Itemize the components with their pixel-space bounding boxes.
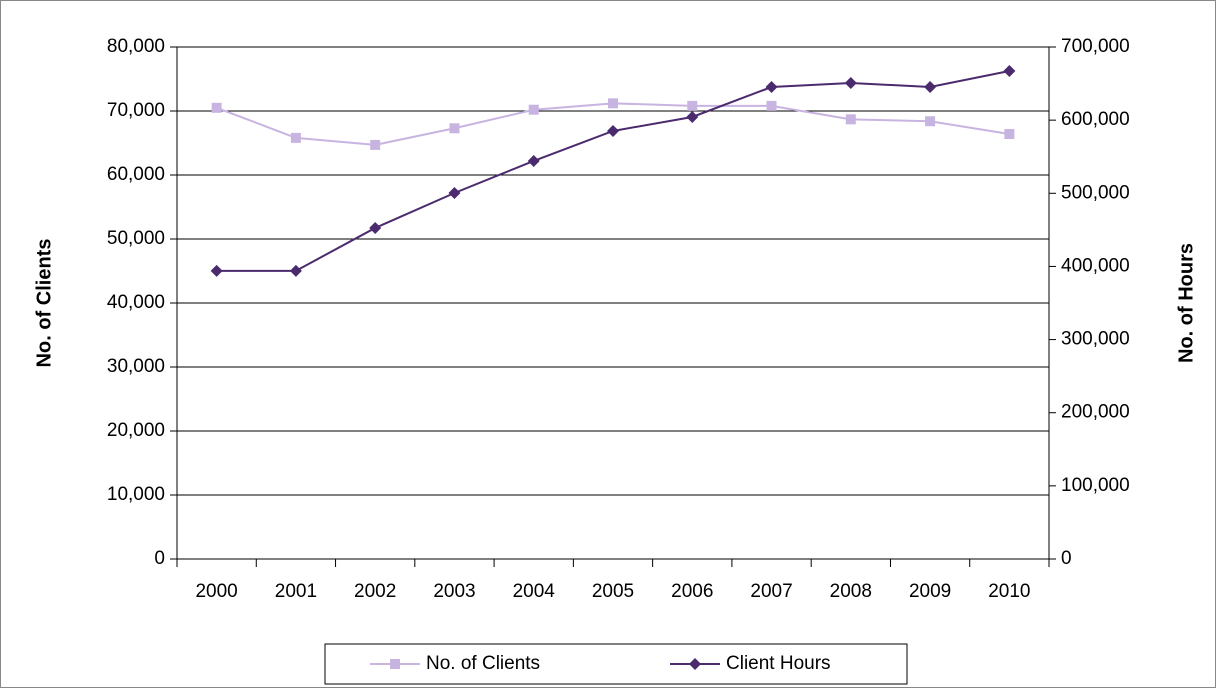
y-tick-label: 0 xyxy=(154,548,165,569)
marker xyxy=(1003,64,1016,77)
marker xyxy=(210,264,223,277)
y-tick-label: 60,000 xyxy=(107,164,165,185)
y-tick-label: 50,000 xyxy=(107,228,165,249)
marker xyxy=(924,81,937,94)
legend-box xyxy=(324,643,908,685)
x-tick-label: 2000 xyxy=(195,581,237,602)
y2-tick-label: 400,000 xyxy=(1061,255,1130,276)
marker xyxy=(687,100,698,111)
legend-label: No. of Clients xyxy=(426,653,540,674)
marker xyxy=(925,116,936,127)
marker xyxy=(765,81,778,94)
marker xyxy=(527,154,540,167)
marker xyxy=(528,104,539,115)
marker xyxy=(370,139,381,150)
marker xyxy=(449,123,460,134)
x-tick-label: 2009 xyxy=(909,581,951,602)
x-tick-label: 2004 xyxy=(513,581,556,602)
marker xyxy=(369,221,382,234)
y2-tick-label: 700,000 xyxy=(1061,36,1130,57)
y-tick-label: 10,000 xyxy=(107,484,165,505)
x-tick-label: 2002 xyxy=(354,581,396,602)
y2-axis-title: No. of Hours xyxy=(1175,243,1197,363)
marker xyxy=(844,76,857,89)
legend-label: Client Hours xyxy=(726,653,831,674)
y2-tick-label: 200,000 xyxy=(1061,402,1130,423)
x-tick-label: 2007 xyxy=(750,581,792,602)
y2-tick-label: 600,000 xyxy=(1061,109,1130,130)
y-tick-label: 80,000 xyxy=(107,36,165,57)
y2-tick-label: 300,000 xyxy=(1061,329,1130,350)
legend-marker xyxy=(390,659,400,669)
y-axis-title: No. of Clients xyxy=(33,239,55,368)
marker xyxy=(845,114,856,125)
y2-tick-label: 100,000 xyxy=(1061,475,1130,496)
marker xyxy=(211,102,222,113)
marker xyxy=(607,124,619,137)
y-tick-label: 70,000 xyxy=(107,100,165,121)
y-tick-label: 40,000 xyxy=(107,292,165,313)
x-tick-label: 2008 xyxy=(830,581,872,602)
x-tick-label: 2006 xyxy=(671,581,713,602)
marker xyxy=(448,186,461,199)
x-tick-label: 2003 xyxy=(433,581,475,602)
legend-marker xyxy=(689,658,701,670)
x-tick-label: 2005 xyxy=(592,581,634,602)
marker xyxy=(289,264,302,277)
marker xyxy=(766,100,777,111)
marker xyxy=(608,98,618,109)
x-tick-label: 2010 xyxy=(988,581,1030,602)
marker xyxy=(686,110,699,123)
marker xyxy=(290,132,301,143)
y2-tick-label: 0 xyxy=(1061,548,1072,569)
marker xyxy=(1004,129,1015,140)
x-tick-label: 2001 xyxy=(275,581,317,602)
y-tick-label: 30,000 xyxy=(107,356,165,377)
y-tick-label: 20,000 xyxy=(107,420,165,441)
y2-tick-label: 500,000 xyxy=(1061,182,1130,203)
